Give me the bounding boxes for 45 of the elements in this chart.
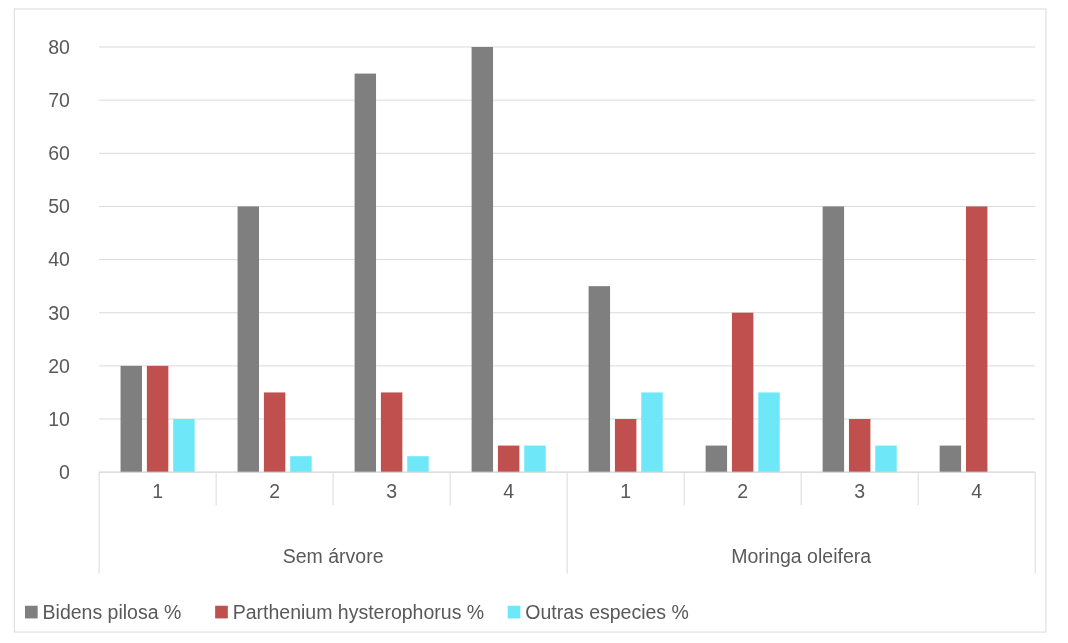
bar [588, 286, 611, 473]
bar [471, 47, 494, 473]
y-tick-label: 80 [48, 35, 70, 58]
bar [146, 365, 169, 473]
x-tick-label: 4 [503, 479, 515, 502]
y-tick-label: 70 [48, 88, 70, 111]
y-tick-label: 40 [48, 248, 70, 271]
bar [875, 445, 897, 473]
bar [497, 445, 520, 473]
y-tick-label: 0 [58, 460, 70, 483]
bar [731, 312, 754, 473]
y-tick-label: 20 [48, 354, 70, 377]
x-tick-label: 1 [620, 479, 632, 502]
bar [120, 365, 142, 473]
y-tick-label: 10 [48, 407, 70, 430]
bar [848, 419, 871, 473]
bar [641, 392, 663, 473]
bar [705, 445, 728, 473]
legend-label: Parthenium hysterophorus % [232, 601, 485, 624]
bar [290, 456, 312, 473]
bar [524, 445, 546, 473]
bar [263, 392, 286, 473]
bar [614, 419, 637, 473]
bar [354, 73, 377, 473]
y-tick-label: 60 [48, 142, 70, 165]
x-tick-label: 2 [737, 479, 749, 502]
bar [965, 206, 988, 473]
legend-label: Bidens pilosa % [42, 601, 182, 624]
x-tick-label: 4 [971, 479, 983, 502]
text: Moringa oleifera [731, 544, 872, 567]
bar [237, 206, 260, 473]
bar [822, 206, 845, 473]
y-tick-label: 50 [48, 195, 70, 218]
bar [173, 419, 195, 473]
text: Sem árvore [282, 544, 384, 567]
x-tick-label: 3 [854, 479, 866, 502]
legend-label: Outras especies % [525, 601, 689, 624]
bar [758, 392, 780, 473]
x-tick-label: 2 [269, 479, 281, 502]
bar [407, 456, 429, 473]
x-tick-label: 1 [152, 479, 164, 502]
x-tick-label: 3 [386, 479, 398, 502]
bar [380, 392, 403, 473]
y-tick-label: 30 [48, 301, 70, 324]
bar [939, 445, 962, 473]
